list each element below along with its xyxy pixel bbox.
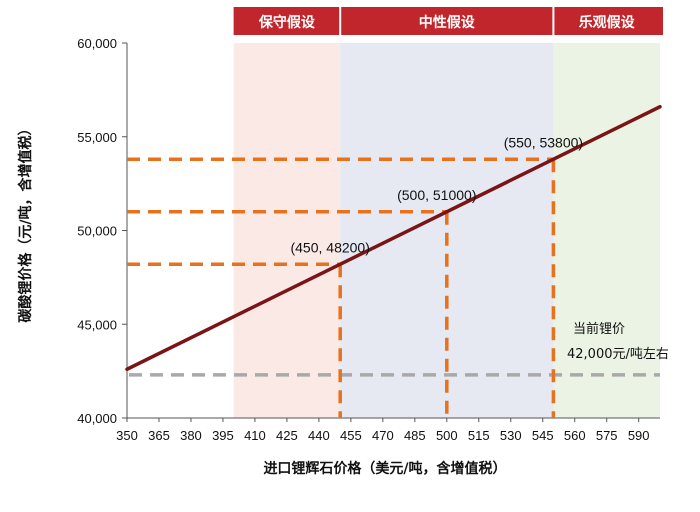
- x-tick-label: 350: [116, 428, 138, 443]
- x-tick-label: 395: [212, 428, 234, 443]
- point-label-3: (550, 53800): [504, 134, 583, 150]
- x-tick-label: 560: [564, 428, 586, 443]
- x-tick-label: 500: [436, 428, 458, 443]
- x-tick-label: 380: [180, 428, 202, 443]
- point-label-1: (450, 48200): [290, 239, 369, 255]
- scenario-bands: 保守假设 中性假设 乐观假设: [233, 7, 663, 418]
- series-lines: [125, 105, 662, 371]
- band-label-3: 乐观假设: [579, 14, 636, 31]
- band-label-2: 中性假设: [419, 14, 476, 31]
- x-tick-label: 425: [276, 428, 298, 443]
- y-tick-label: 45,000: [77, 317, 117, 332]
- y-tick-label: 55,000: [77, 130, 117, 145]
- x-tick-label: 410: [244, 428, 266, 443]
- axes: 40,000 45,000 50,000 55,000 60,000 350 365 380 3…: [77, 36, 660, 443]
- x-tick-label: 530: [500, 428, 522, 443]
- x-tick-label: 515: [468, 428, 490, 443]
- point-label-2: (500, 51000): [397, 187, 476, 203]
- data-labels: 当前锂价 42,000元/吨左右 (450, 48200) (500, 51000) (…: [290, 134, 668, 362]
- x-tick-label: 365: [148, 428, 170, 443]
- x-tick-label: 545: [532, 428, 554, 443]
- y-tick-label: 50,000: [77, 224, 117, 239]
- highlight-guides: [127, 157, 660, 418]
- x-axis-title: 进口锂辉石价格（美元/吨，含增值税）: [263, 460, 506, 477]
- x-tick-label: 575: [596, 428, 618, 443]
- band-label-1: 保守假设: [258, 14, 316, 31]
- y-axis-title: 碳酸锂价格（元/吨，含增值税）: [17, 121, 34, 322]
- band-area-2: [340, 43, 554, 418]
- x-tick-label: 455: [340, 428, 362, 443]
- reference-label-line1: 当前锂价: [573, 321, 625, 337]
- y-tick-label: 40,000: [77, 411, 117, 426]
- series-line-1: [125, 105, 662, 371]
- reference-label-line2: 42,000元/吨左右: [567, 347, 669, 362]
- band-header: [233, 7, 663, 35]
- x-tick-label: 440: [308, 428, 330, 443]
- x-tick-label: 485: [404, 428, 426, 443]
- band-area-1: [233, 43, 341, 418]
- x-tick-label: 470: [372, 428, 394, 443]
- y-tick-label: 60,000: [77, 36, 117, 51]
- band-area-3: [553, 43, 660, 418]
- x-tick-label: 590: [628, 428, 650, 443]
